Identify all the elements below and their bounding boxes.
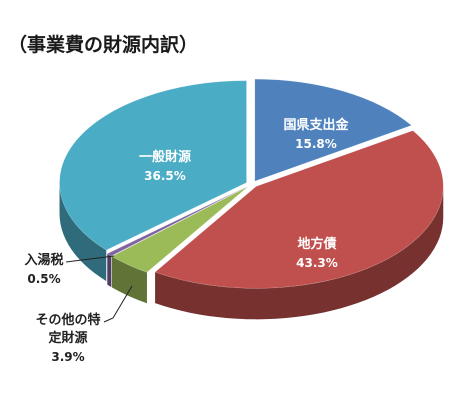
pie-slice-2-name-label: 地方債 [297,236,336,252]
pie-slice-5-top [59,80,247,251]
pie-slice-4-side [107,253,112,288]
pie-slice-1-top [254,78,413,182]
chart-title: （事業費の財源内訳） [8,34,199,56]
pie-slice-3-name-label-line-1: その他の特 [35,312,100,328]
pie-slice-4-name-label: 入湯税 [24,252,63,268]
pie-slice-3-leader-line [103,285,133,323]
pie-slice-3-value-label: 3.9% [51,350,84,364]
pie-slice-3-side [111,256,147,304]
pie-slice-3-name-label-line-2: 定財源 [47,330,87,346]
pie-slice-2-top [154,130,444,289]
pie-slice-2-side [155,186,444,320]
pie-slice-4-leader-line [65,255,115,263]
pie-slice-4-value-label: 0.5% [27,272,60,286]
pie-slice-5-name-label: 一般財源 [139,149,191,165]
pie-slice-1-value-label: 15.8% [295,137,337,151]
pie-slice-5-side [59,182,107,282]
pie-slice-1-name-label: 国県支出金 [283,117,349,133]
pie-slice-2-value-label: 43.3% [296,256,338,270]
pie-slice-5-value-label: 36.5% [144,169,186,183]
